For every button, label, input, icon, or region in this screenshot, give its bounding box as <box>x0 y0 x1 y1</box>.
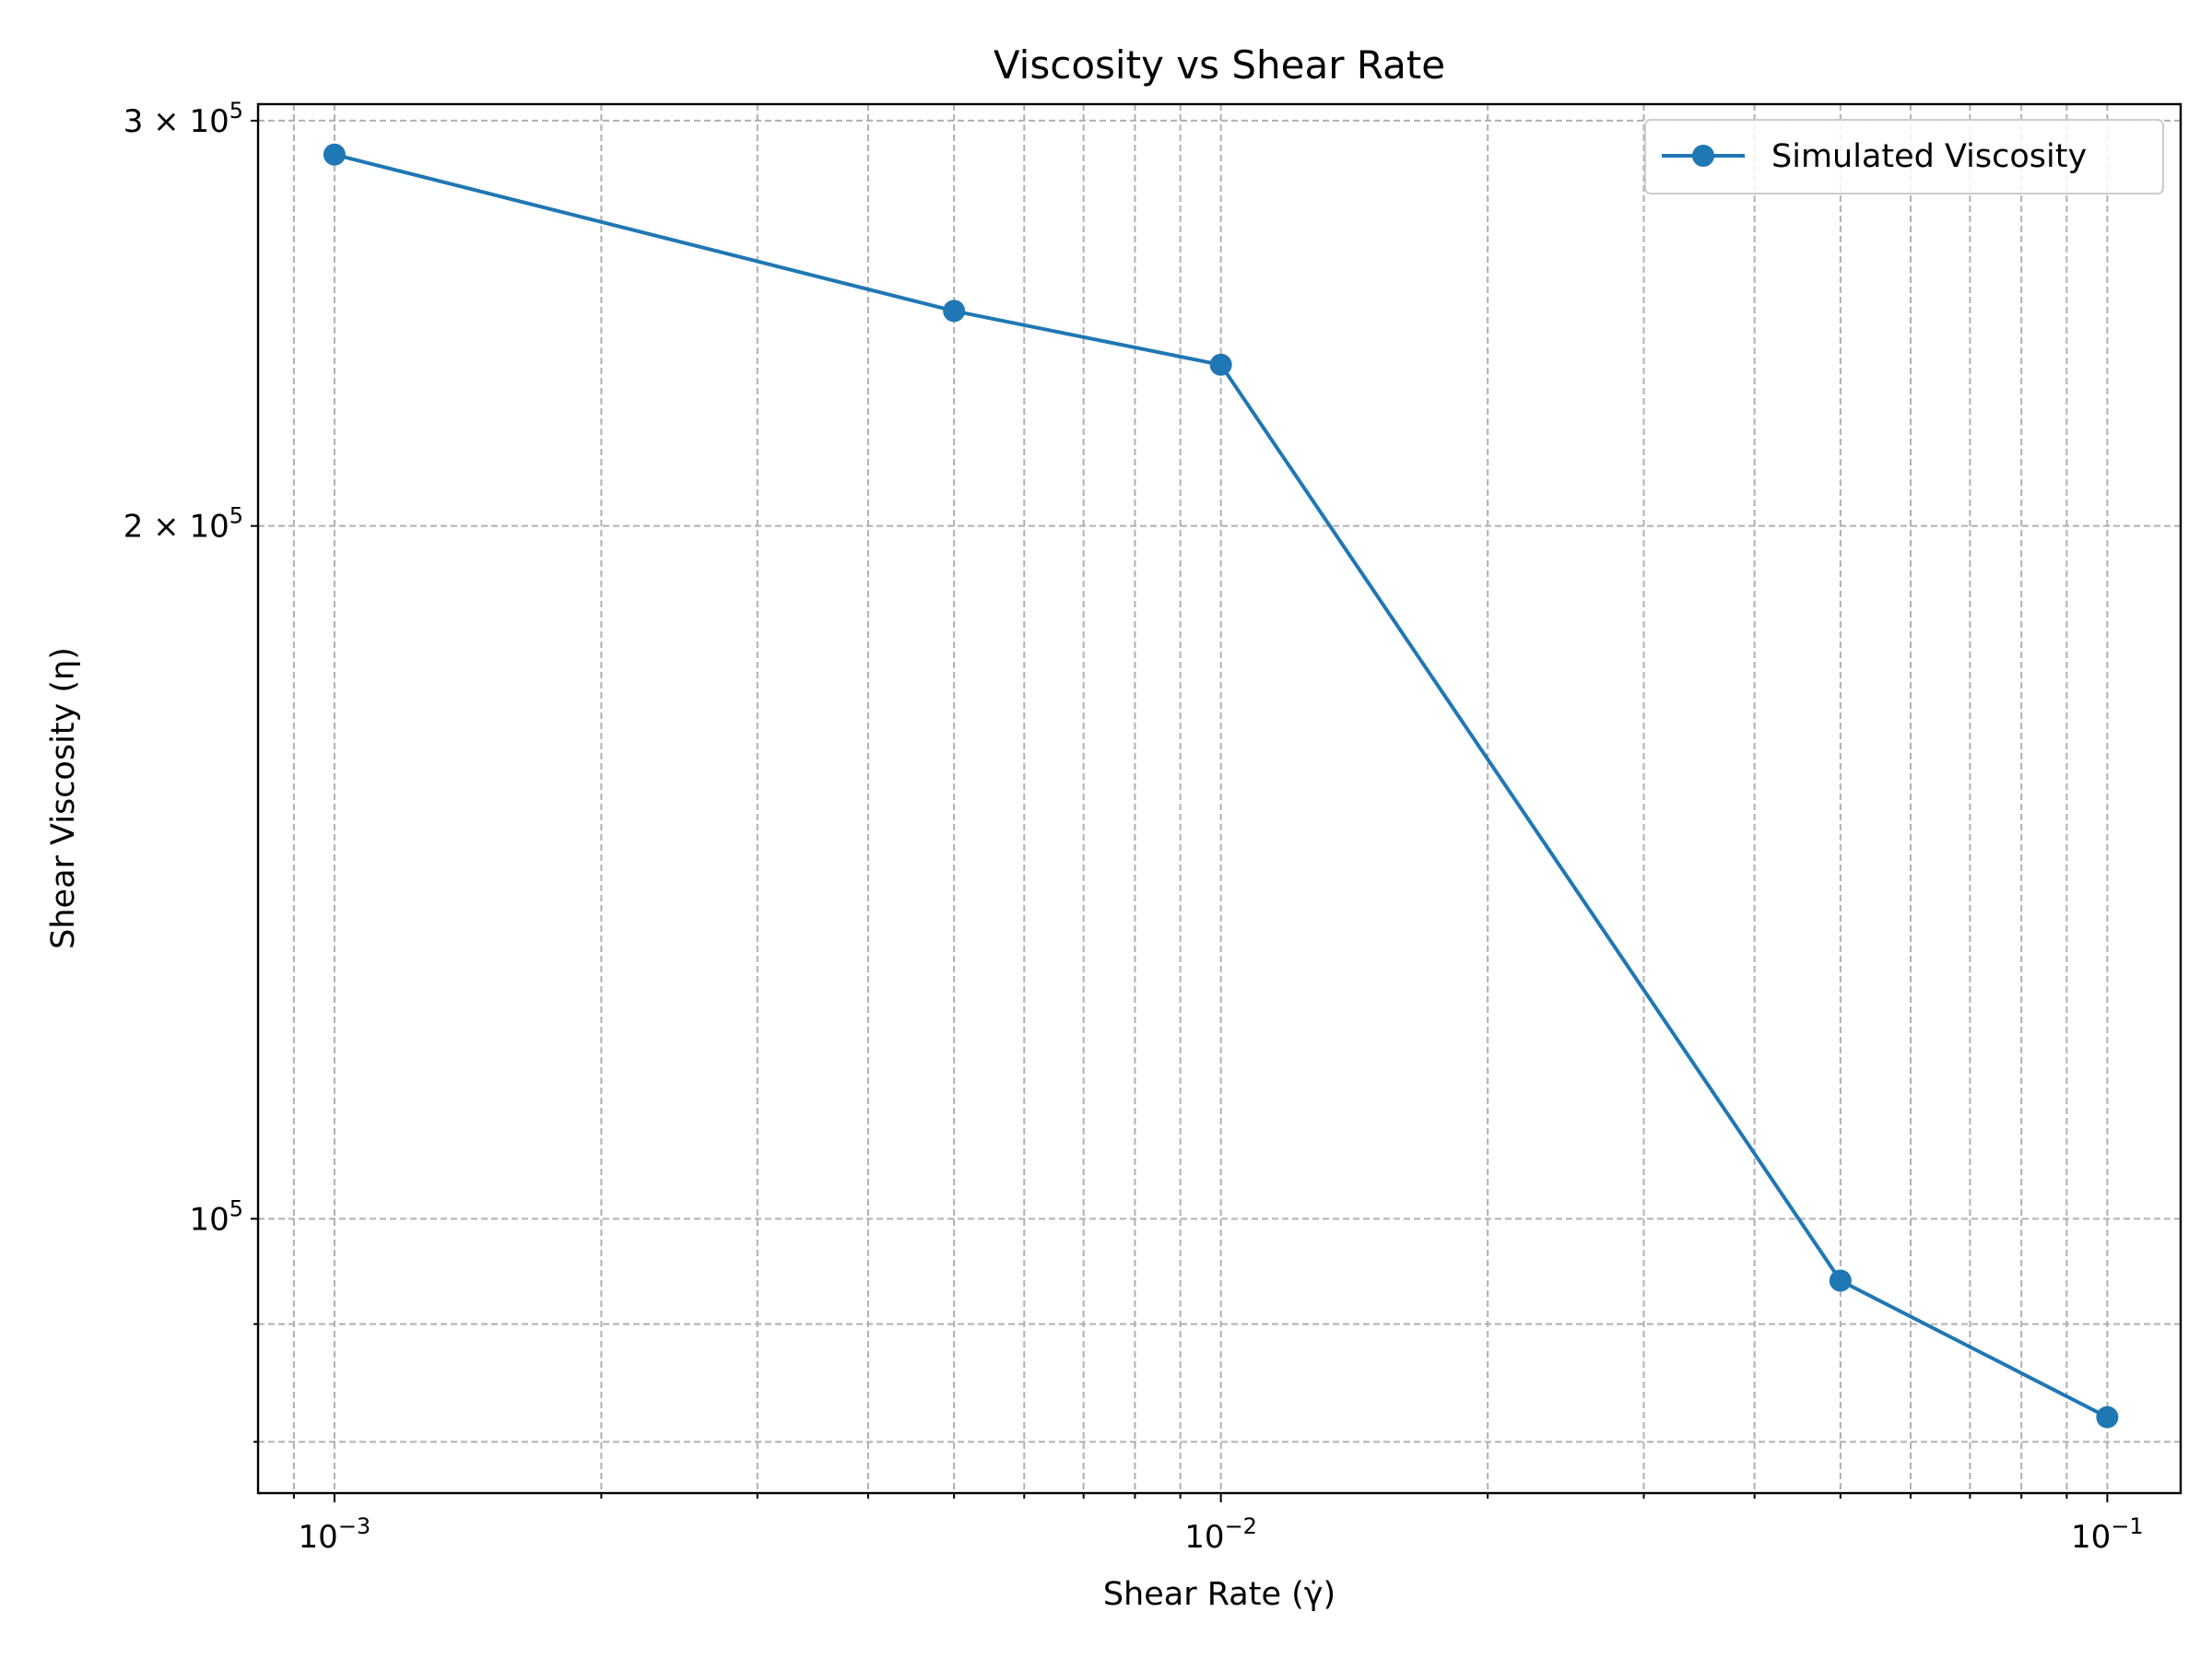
legend-marker-swatch <box>1692 145 1714 167</box>
y-tick-label: 2 × 105 <box>124 503 243 546</box>
legend-box <box>1644 119 2164 194</box>
data-point <box>323 143 346 166</box>
data-point <box>1209 353 1232 376</box>
x-axis-label: Shear Rate (γ̇) <box>1103 1576 1335 1613</box>
y-tick-label: 105 <box>189 1195 243 1238</box>
plot-area-frame <box>256 102 2183 1495</box>
y-tick-label: 3 × 105 <box>124 98 243 140</box>
ticks-layer: 10−3 10−2 10−1 3 × 105 2 × 105 105 <box>124 98 2144 1556</box>
x-tick-label: 10−1 <box>2071 1513 2144 1556</box>
data-point <box>1829 1269 1852 1292</box>
chart-title: Viscosity vs Shear Rate <box>994 42 1445 88</box>
legend: Simulated Viscosity <box>1644 119 2164 194</box>
x-tick-label: 10−2 <box>1184 1513 1257 1556</box>
data-point <box>943 300 966 323</box>
data-point <box>2096 1406 2119 1429</box>
y-axis-label: Shear Viscosity (η) <box>45 647 82 949</box>
legend-label: Simulated Viscosity <box>1771 138 2087 175</box>
series-layer <box>323 143 2119 1429</box>
x-tick-label: 10−3 <box>299 1513 371 1556</box>
